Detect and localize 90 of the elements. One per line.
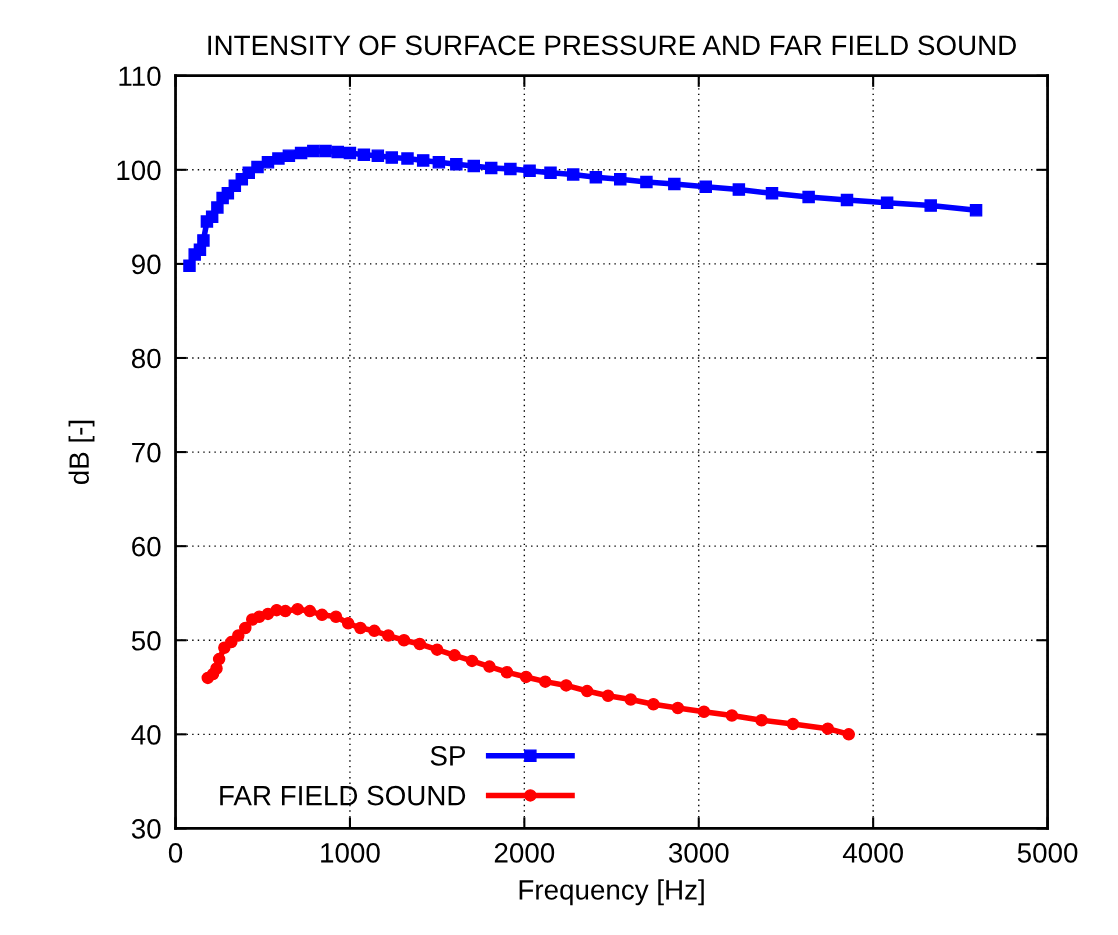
point [183,259,196,273]
point [523,164,536,178]
point [842,728,855,741]
point [272,152,285,165]
point [401,152,414,165]
point [385,151,399,164]
point [647,697,660,711]
point [640,175,653,189]
point [539,675,552,688]
point [315,608,329,622]
point [624,693,637,706]
point [880,196,894,209]
point [329,610,343,623]
point [416,154,430,167]
point [500,665,514,679]
point [341,617,355,630]
point [566,168,580,181]
point [765,187,779,200]
x-tick-label: 3000 [668,843,729,863]
point [211,201,224,214]
point [331,145,344,159]
y-tick-label: 70 [132,442,161,463]
point [589,171,603,184]
point [307,144,320,158]
y-tick-label: 30 [131,819,161,839]
point [786,717,800,731]
x-axis-title: Frequency [Hz] [519,879,704,906]
point [413,637,426,651]
point [732,183,746,196]
y-tick-label: 40 [131,724,161,745]
point [671,701,685,715]
point [668,177,681,191]
legend-label: FAR FIELD SOUND [220,785,466,806]
point [430,643,444,656]
point [261,156,275,169]
point [251,160,264,174]
point [368,624,381,638]
point [371,149,385,162]
point [580,684,594,698]
point [239,621,252,635]
y-tick-label: 60 [132,536,161,557]
point [467,159,481,173]
point [357,148,371,162]
point [279,604,292,618]
point [821,722,835,735]
point [559,679,573,692]
x-tick-label: 1000 [321,843,380,863]
x-tick-label: 4000 [842,843,903,863]
point [291,602,304,616]
x-tick-label: 5000 [1017,843,1078,863]
point [319,144,332,158]
x-tick-label: 2000 [494,843,555,863]
point [465,654,479,668]
point [755,713,768,727]
point [725,709,739,722]
point [802,190,815,204]
point [212,652,226,666]
point [544,166,557,179]
point [924,199,937,212]
y-tick-label: 100 [117,160,161,181]
point [343,146,357,160]
point [450,157,463,171]
y-tick-label: 90 [132,254,161,275]
point [197,234,210,247]
point [614,172,627,186]
point [697,705,711,718]
point [397,633,411,647]
point [840,193,854,207]
chart-title: INTENSITY OF SURFACE PRESSURE AND FAR FIELD SOUND [208,35,1016,56]
point [448,649,461,662]
point [699,180,712,194]
x-tick-label: 0 [168,843,183,863]
y-tick-label: 80 [131,348,161,369]
point [282,149,296,162]
point [601,689,615,703]
y-axis-title: dB [-] [68,420,95,485]
point [504,162,517,176]
point [382,629,395,642]
point [969,204,983,217]
y-tick-label: 110 [119,66,161,87]
point [484,161,498,175]
y-tick-label: 50 [131,630,161,651]
legend-label: SP [430,745,465,766]
point [303,604,317,618]
point [519,670,533,684]
point [294,146,308,160]
point [354,621,367,635]
point [232,629,245,642]
point [432,156,446,169]
point [483,660,496,673]
